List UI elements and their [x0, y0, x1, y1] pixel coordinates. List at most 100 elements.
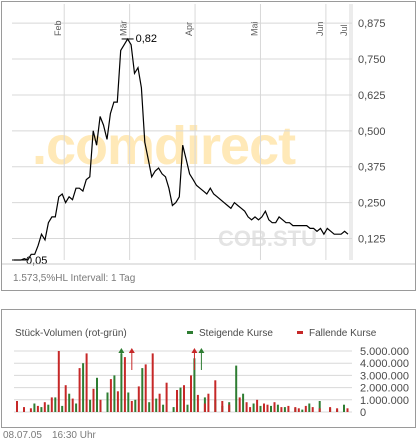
volume-y-tick-label: 1.000.000	[360, 395, 409, 407]
volume-bar-down	[176, 390, 178, 412]
volume-y-tick-label: 3.000.000	[360, 370, 409, 382]
low-label: 0,05	[26, 255, 47, 267]
volume-bar-up	[96, 377, 98, 412]
price-x-axis: Feb Mär Apr Mai Jun Jul	[53, 20, 349, 36]
timestamp-date: 08.07.05	[3, 430, 42, 441]
price-grid	[12, 4, 353, 260]
volume-y-tick-label: 4.000.000	[360, 358, 409, 370]
volume-bar-down	[137, 386, 140, 412]
legend-up-swatch	[187, 331, 193, 334]
volume-y-tick-label: 2.000.000	[360, 383, 409, 395]
high-label: 0,82	[136, 33, 157, 45]
volume-y-tick-label: 5.000.000	[360, 346, 409, 358]
price-month-label: Jul	[339, 24, 349, 36]
volume-bar-down	[23, 407, 25, 412]
volume-bar-up	[343, 404, 345, 412]
volume-bar-down	[346, 408, 349, 412]
volume-bar-down	[245, 402, 248, 412]
volume-bar-down	[165, 382, 168, 412]
volume-bar-down	[304, 405, 307, 412]
volume-bar-down	[287, 405, 290, 412]
volume-bar-down	[43, 402, 46, 412]
volume-bar-down	[57, 351, 60, 412]
volume-bar-down	[297, 408, 300, 412]
volume-chart-panel: Stück-Volumen (rot-grün) Steigende Kurse…	[1, 309, 416, 428]
volume-bar-up	[308, 403, 311, 412]
price-month-label: Jun	[315, 21, 325, 36]
volume-bar-up	[186, 404, 189, 412]
volume-bar-down	[92, 388, 95, 412]
price-y-tick-label: 0,125	[358, 233, 386, 245]
volume-y-axis: 5.000.0004.000.0003.000.0002.000.0001.00…	[360, 346, 409, 419]
price-y-tick-label: 0,375	[358, 162, 386, 174]
volume-bar-down	[144, 364, 147, 412]
volume-bar-down	[151, 353, 154, 412]
volume-bar-down	[294, 407, 297, 412]
volume-bar-up	[127, 392, 130, 412]
volume-bar-up	[68, 393, 71, 412]
legend-up-label: Steigende Kurse	[199, 328, 273, 339]
volume-y-tick-label: 0	[360, 407, 366, 419]
volume-bar-up	[162, 404, 165, 412]
volume-bar-down	[64, 385, 67, 412]
volume-bar-down	[183, 385, 185, 412]
volume-bar-down	[263, 403, 265, 412]
volume-overflow-arrow	[118, 348, 125, 353]
volume-bar-up	[82, 363, 85, 412]
volume-bar-up	[283, 407, 286, 412]
volume-bar-up	[270, 405, 272, 412]
volume-bar-down	[214, 380, 217, 412]
timestamp: 08.07.05 16:30 Uhr	[3, 430, 106, 441]
volume-bar-down	[123, 357, 126, 412]
volume-bar-up	[172, 407, 175, 412]
volume-bar-down	[78, 368, 81, 412]
volume-bar-down	[99, 399, 102, 412]
price-y-axis: 0,875 0,750 0,625 0,500 0,375 0,250 0,125	[358, 18, 386, 245]
volume-title: Stück-Volumen (rot-grün)	[15, 328, 127, 339]
volume-bar-down	[280, 407, 283, 412]
volume-bar-down	[221, 401, 224, 412]
volume-bar-up	[148, 402, 151, 412]
price-y-tick-label: 0,250	[358, 198, 386, 210]
legend-down-label: Fallende Kurse	[309, 328, 377, 339]
volume-bar-down	[85, 353, 88, 412]
comdirect-watermark: .comdirect	[32, 116, 296, 176]
volume-bar-up	[193, 358, 196, 412]
volume-bar-up	[318, 401, 321, 412]
volume-bar-up	[259, 405, 262, 412]
volume-bar-down	[266, 404, 269, 412]
price-y-tick-label: 0,625	[358, 90, 386, 102]
volume-bar-down	[329, 407, 332, 412]
volume-bar-down	[318, 408, 321, 412]
volume-bar-up	[235, 365, 238, 412]
volume-bar-down	[238, 397, 241, 412]
volume-bar-up	[47, 404, 50, 412]
price-line	[14, 37, 349, 261]
volume-bar-up	[276, 404, 279, 412]
volume-bar-up	[33, 403, 36, 412]
volume-bar-down	[336, 408, 339, 412]
volume-bar-up	[106, 392, 109, 412]
price-line-group	[14, 37, 349, 261]
volume-bar-down	[130, 401, 133, 412]
volume-bars	[16, 351, 349, 412]
price-y-tick-label: 0,500	[358, 126, 386, 138]
volume-bar-up	[301, 409, 304, 412]
volume-bar-up	[179, 387, 182, 412]
volume-bar-down	[190, 375, 192, 412]
volume-bar-up	[113, 375, 116, 412]
legend-down-swatch	[297, 331, 303, 334]
volume-overflow-arrow	[198, 348, 205, 353]
volume-bar-down	[71, 398, 74, 412]
volume-bar-up	[252, 403, 255, 412]
volume-bar-up	[89, 399, 92, 412]
volume-bar-down	[36, 405, 39, 412]
volume-bar-down	[203, 403, 206, 412]
price-month-label: Feb	[53, 20, 63, 36]
volume-arrow-markers	[118, 348, 205, 370]
volume-bar-down	[50, 397, 53, 412]
volume-bar-down	[16, 401, 18, 412]
volume-bar-down	[249, 407, 252, 412]
volume-bar-down	[207, 393, 210, 412]
price-y-tick-label: 0,750	[358, 54, 386, 66]
